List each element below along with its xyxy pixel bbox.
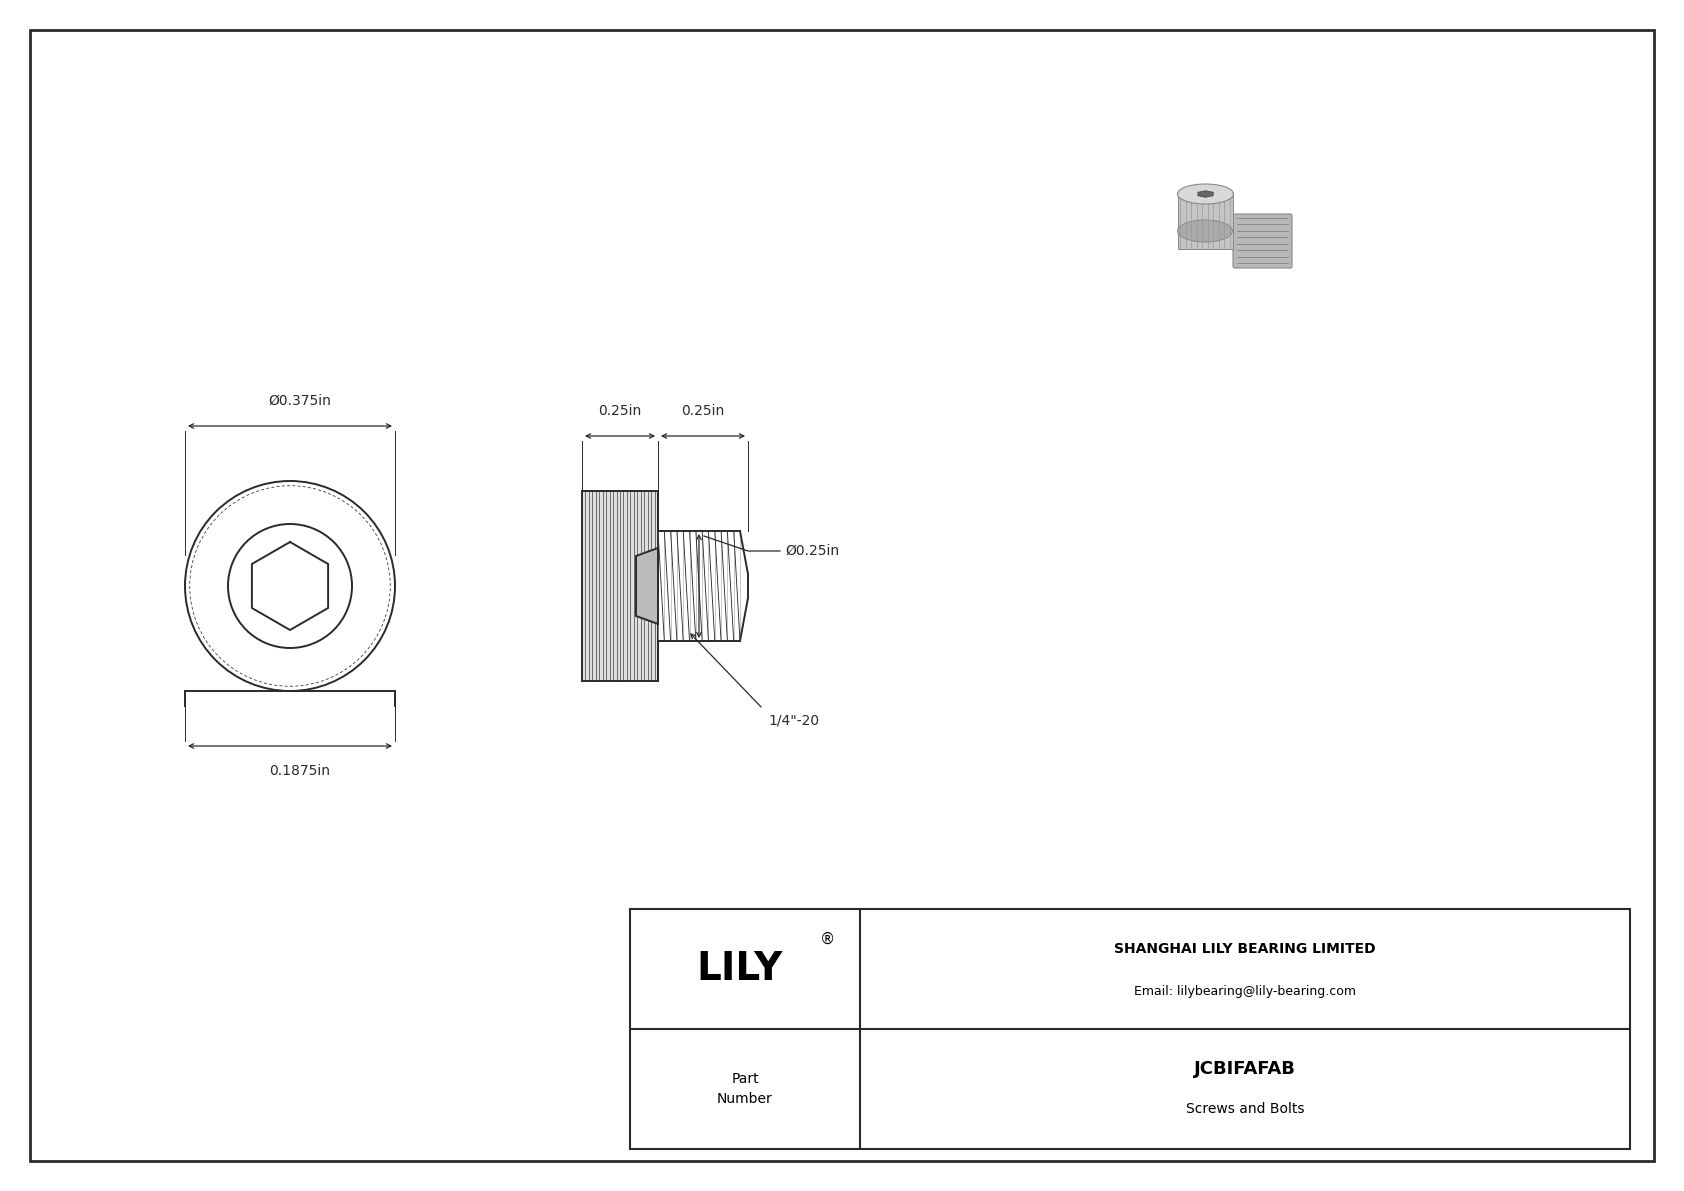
Ellipse shape xyxy=(1177,220,1233,242)
Text: 0.1875in: 0.1875in xyxy=(269,763,330,778)
Text: 0.25in: 0.25in xyxy=(598,404,642,418)
Bar xyxy=(658,531,739,641)
Text: LILY: LILY xyxy=(697,950,783,989)
Text: Part
Number: Part Number xyxy=(717,1072,773,1105)
Polygon shape xyxy=(637,548,658,624)
Text: 1/4"-20: 1/4"-20 xyxy=(768,713,818,728)
Text: Screws and Bolts: Screws and Bolts xyxy=(1186,1102,1303,1116)
Text: Ø0.25in: Ø0.25in xyxy=(785,544,839,559)
Polygon shape xyxy=(1197,191,1212,197)
Bar xyxy=(630,909,1630,1149)
Text: Ø0.375in: Ø0.375in xyxy=(268,394,332,409)
FancyBboxPatch shape xyxy=(1233,214,1292,268)
Text: SHANGHAI LILY BEARING LIMITED: SHANGHAI LILY BEARING LIMITED xyxy=(1115,942,1376,956)
Text: Email: lilybearing@lily-bearing.com: Email: lilybearing@lily-bearing.com xyxy=(1133,985,1356,998)
Text: JCBIFAFAB: JCBIFAFAB xyxy=(1194,1060,1297,1078)
Ellipse shape xyxy=(1177,183,1233,204)
Bar xyxy=(583,491,658,681)
Text: ®: ® xyxy=(820,931,835,947)
Bar xyxy=(1179,194,1233,249)
Text: 0.25in: 0.25in xyxy=(682,404,724,418)
